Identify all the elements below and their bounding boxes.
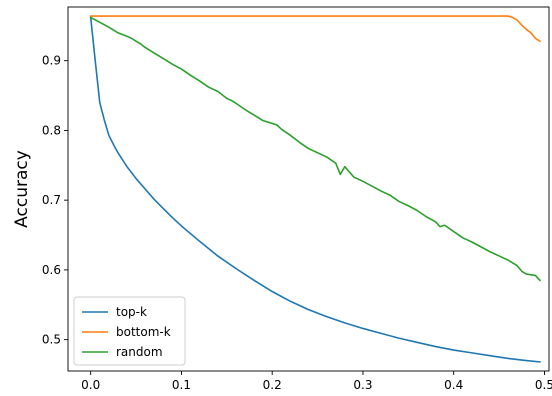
y-tick-label: 0.8 [42,123,61,137]
legend: top-k bottom-k random [73,296,186,366]
x-tick-label: 0.2 [263,378,282,392]
legend-label-random: random [116,345,163,359]
y-tick-label: 0.7 [42,193,61,207]
y-tick-label: 0.6 [42,263,61,277]
series-layer [89,15,542,363]
x-tick-label: 0.5 [535,378,552,392]
series-line-bottom-k [89,15,542,43]
series-line-random [89,16,542,282]
legend-label-top-k: top-k [116,305,147,319]
x-tick-label: 0.3 [353,378,372,392]
legend-box [73,296,186,366]
x-tick-label: 0.0 [81,378,100,392]
axes-layer: 0.0 0.1 0.2 0.3 0.4 0.5 0.5 0.6 0.7 0.8 0.9 [42,6,552,392]
x-tick-label: 0.1 [172,378,191,392]
y-axis-title: Accuracy [12,150,32,228]
y-tick-label: 0.9 [42,54,61,68]
legend-label-bottom-k: bottom-k [116,325,171,339]
plot-frame [67,6,550,372]
y-tick-label: 0.5 [42,333,61,347]
x-tick-label: 0.4 [444,378,463,392]
series-line-top-k [89,16,541,363]
